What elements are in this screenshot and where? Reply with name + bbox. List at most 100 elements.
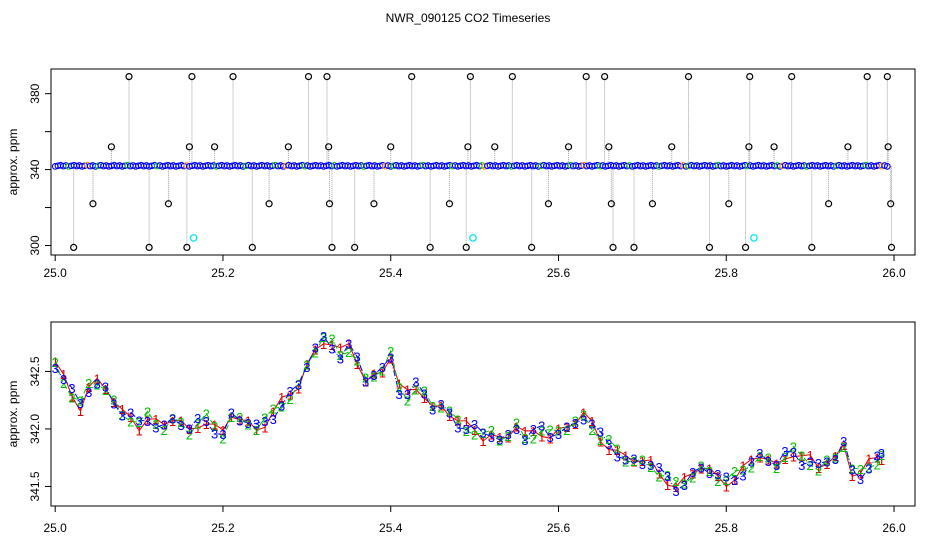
top-outlier-point (601, 72, 609, 81)
top-outlier-point (185, 143, 194, 151)
bottom-series-1-marker: 1 (152, 412, 159, 427)
top-outlier-point (387, 143, 395, 151)
bottom-series-1-marker: 1 (437, 399, 444, 414)
top-outlier-point (564, 143, 573, 151)
top-outlier-point (164, 200, 173, 208)
bottom-series-2-line (54, 336, 882, 485)
bottom-series-1-marker: 1 (144, 412, 151, 427)
top-outlier-point (808, 243, 816, 252)
bottom-series-2-marker: 2 (748, 460, 755, 475)
bottom-series-3-marker: 3 (454, 421, 461, 436)
top-outlier-point (188, 72, 196, 81)
top-cyan-point (189, 234, 198, 242)
bottom-series-3-marker: 3 (832, 452, 839, 467)
bottom-series-3-marker: 3 (878, 446, 885, 461)
bottom-series-1-marker: 1 (60, 367, 67, 382)
bottom-series-3-marker: 3 (605, 437, 612, 452)
bottom-x-tick-label: 26.0 (882, 521, 906, 535)
bottom-series-3-marker: 3 (286, 384, 293, 399)
bottom-series-3-marker: 3 (437, 397, 444, 412)
bottom-series-2-marker: 2 (295, 377, 302, 392)
top-outlier-point (883, 72, 891, 81)
bottom-series-2-marker: 2 (488, 423, 495, 438)
bottom-series-1-marker: 1 (714, 469, 721, 484)
bottom-series-2-marker: 2 (52, 355, 59, 370)
bottom-series-3-marker: 3 (203, 414, 210, 429)
bottom-y-axis-label: approx. ppm (6, 381, 20, 448)
bottom-series-1-marker: 1 (530, 424, 537, 439)
bottom-series-2-marker: 2 (555, 424, 562, 439)
bottom-series-2-marker: 2 (245, 418, 252, 433)
bottom-series-2-marker: 2 (127, 414, 134, 429)
bottom-series-3-marker: 3 (874, 448, 881, 463)
bottom-series-1-marker: 1 (295, 382, 302, 397)
bottom-series-2-marker: 2 (605, 432, 612, 447)
top-outlier-point (125, 72, 133, 81)
bottom-y-tick-label: 342.5 (28, 356, 42, 386)
bottom-series-2-marker: 2 (739, 463, 746, 478)
top-outlier-point (824, 200, 833, 208)
bottom-series-1-marker: 1 (614, 443, 621, 458)
bottom-series-1-marker: 1 (748, 452, 755, 467)
bottom-series-2-marker: 2 (135, 415, 142, 430)
bottom-series-2-marker: 2 (463, 424, 470, 439)
bottom-series-1-marker: 1 (488, 428, 495, 443)
bottom-series-3-marker: 3 (236, 413, 243, 428)
bottom-series-1-marker: 1 (706, 461, 713, 476)
bottom-series-3-marker: 3 (337, 351, 344, 366)
bottom-series-3-marker: 3 (60, 372, 67, 387)
bottom-series-2-marker: 2 (505, 429, 512, 444)
bottom-series-1-marker: 1 (211, 417, 218, 432)
bottom-series-2-marker: 2 (68, 390, 75, 405)
bottom-series-3-marker: 3 (815, 456, 822, 471)
bottom-series-2-marker: 2 (320, 330, 327, 345)
bottom-series-1-marker: 1 (362, 375, 369, 390)
bottom-series-2-marker: 2 (77, 393, 84, 408)
top-outlier-point (145, 243, 153, 252)
bottom-series-1-marker: 1 (840, 438, 847, 453)
top-outlier-point (887, 243, 896, 252)
bottom-series-3-marker: 3 (228, 406, 235, 421)
bottom-series-3-marker: 3 (446, 405, 453, 420)
bottom-series-2-marker: 2 (865, 461, 872, 476)
bottom-series-1-marker: 1 (345, 337, 352, 352)
bottom-series-2-marker: 2 (219, 432, 226, 447)
bottom-series-1-marker: 1 (236, 413, 243, 428)
bottom-series-3-marker: 3 (312, 340, 319, 355)
top-baseline-point (883, 163, 891, 170)
bottom-series-3-marker: 3 (404, 387, 411, 402)
bottom-series-2-marker: 2 (60, 376, 67, 391)
top-y-axis: 300 340 380 (28, 83, 51, 256)
bottom-series-1-marker: 1 (790, 450, 797, 465)
bottom-series-3-marker: 3 (127, 405, 134, 420)
bottom-series-2-marker: 2 (878, 448, 885, 463)
bottom-series-1-marker: 1 (303, 357, 310, 372)
bottom-series-1-marker: 1 (94, 371, 101, 386)
bottom-series-2-marker: 2 (840, 440, 847, 455)
bottom-series-1-marker: 1 (245, 413, 252, 428)
bottom-series-3-marker: 3 (773, 458, 780, 473)
bottom-series-3-marker: 3 (731, 473, 738, 488)
bottom-x-tick-label: 25.6 (547, 521, 571, 535)
bottom-series-2-marker: 2 (832, 451, 839, 466)
bottom-series-2-marker: 2 (203, 407, 210, 422)
bottom-series-2-marker: 2 (874, 457, 881, 472)
bottom-series-1-marker: 1 (52, 355, 59, 370)
bottom-series-1-marker: 1 (446, 409, 453, 424)
top-outlier-point (607, 200, 615, 208)
bottom-series-3-marker: 3 (756, 446, 763, 461)
top-panel: 25.0 25.2 25.4 25.6 25.8 26.0 300 340 380 appro… (6, 68, 916, 280)
top-outlier-point (887, 200, 895, 208)
bottom-series-3-line (54, 335, 882, 492)
bottom-series-1-marker: 1 (513, 419, 520, 434)
bottom-series-2-marker: 2 (546, 423, 553, 438)
bottom-series-2-marker: 2 (731, 464, 738, 479)
bottom-series-3-marker: 3 (572, 416, 579, 431)
bottom-series-2-marker: 2 (681, 477, 688, 492)
bottom-series-1-marker: 1 (119, 402, 126, 417)
top-cyan-point (750, 234, 758, 242)
bottom-series-3-marker: 3 (471, 417, 478, 432)
bottom-series-3-marker: 3 (270, 412, 277, 427)
bottom-series-3-marker: 3 (681, 478, 688, 493)
bottom-series-1-marker: 1 (807, 448, 814, 463)
